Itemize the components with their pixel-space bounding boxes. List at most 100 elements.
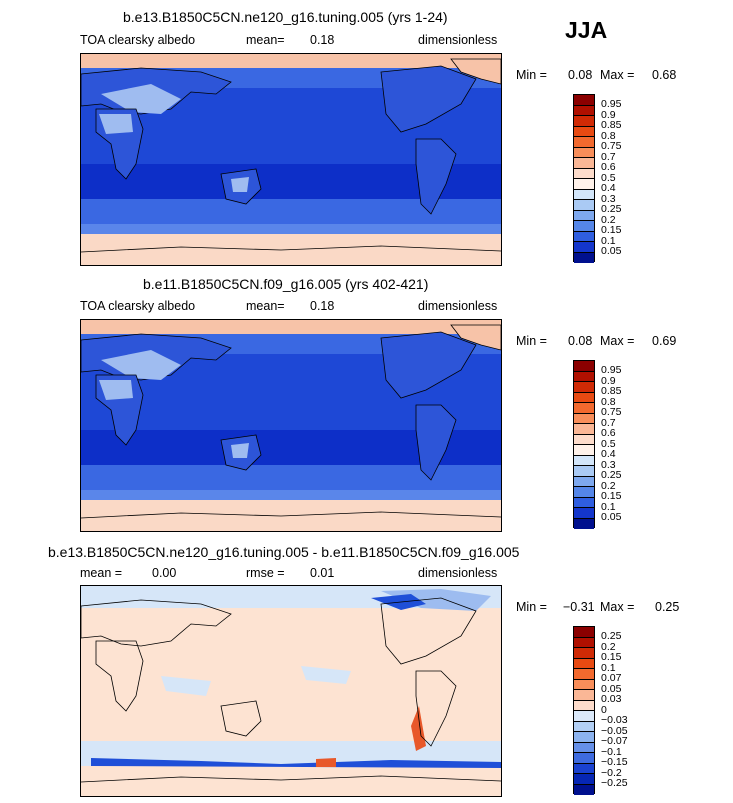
- colorbar-label: 0.8: [601, 129, 616, 142]
- colorbar-label: 0.85: [601, 119, 622, 131]
- panel-title: b.e11.B1850C5CN.f09_g16.005 (yrs 402-421…: [143, 276, 429, 292]
- mean-label: mean=: [246, 299, 285, 313]
- colorbar-label: 0.25: [601, 203, 622, 215]
- colorbar: [573, 94, 595, 263]
- colorbar-label: 0.1: [601, 234, 616, 247]
- colorbar-swatch: [574, 669, 594, 680]
- colorbar-swatch: [574, 627, 594, 638]
- units-label: dimensionless: [418, 566, 498, 580]
- colorbar-label: 0.6: [601, 427, 616, 439]
- difference-map: [80, 585, 502, 797]
- colorbar-swatch: [574, 210, 594, 221]
- colorbar-swatch: [574, 658, 594, 669]
- min-value: 0.08: [568, 334, 593, 348]
- colorbar-label: 0.15: [601, 224, 622, 236]
- colorbar-swatch: [574, 137, 594, 148]
- colorbar-label: 0.2: [601, 640, 616, 653]
- colorbar-swatch: [574, 690, 594, 701]
- colorbar-swatch: [574, 476, 594, 487]
- colorbar-swatch: [574, 105, 594, 116]
- colorbar-swatch: [574, 231, 594, 242]
- colorbar-swatch: [574, 679, 594, 690]
- colorbar-swatch: [574, 200, 594, 211]
- colorbar-label: 0.15: [601, 651, 622, 663]
- colorbar-label: 0.05: [601, 682, 622, 695]
- albedo-map: [80, 319, 502, 532]
- colorbar-swatch: [574, 434, 594, 445]
- colorbar-label: −0.2: [601, 766, 622, 779]
- colorbar-swatch: [574, 158, 594, 169]
- variable-label: TOA clearsky albedo: [80, 33, 196, 47]
- colorbar-swatch: [574, 126, 594, 137]
- colorbar-swatch: [574, 382, 594, 393]
- colorbar-swatch: [574, 732, 594, 743]
- colorbar-swatch: [574, 700, 594, 711]
- colorbar-label: 0.1: [601, 661, 616, 674]
- colorbar-label: −0.15: [601, 756, 628, 768]
- max-label: Max =: [600, 68, 635, 82]
- colorbar-swatch: [574, 466, 594, 477]
- colorbar-label: −0.07: [601, 735, 628, 747]
- colorbar-label: 0.85: [601, 385, 622, 397]
- panel-title: b.e13.B1850C5CN.ne120_g16.tuning.005 (yr…: [123, 9, 448, 25]
- colorbar-label: 0.05: [601, 511, 622, 523]
- colorbar-swatch: [574, 361, 594, 372]
- units-label: dimensionless: [418, 33, 498, 47]
- colorbar-label: 0.7: [601, 150, 616, 163]
- max-value: 0.68: [652, 68, 677, 82]
- colorbar-label: 0.2: [601, 479, 616, 492]
- min-label: Min =: [516, 68, 547, 82]
- mean-label: mean =: [80, 566, 123, 580]
- colorbar-label: 0.7: [601, 416, 616, 429]
- colorbar-swatch: [574, 392, 594, 403]
- colorbar: [573, 360, 595, 529]
- difference-map-graphic: [81, 586, 501, 796]
- colorbar-label: 0.25: [601, 469, 622, 481]
- min-value: 0.08: [568, 68, 593, 82]
- colorbar-swatch: [574, 424, 594, 435]
- mean-label: mean=: [246, 33, 285, 47]
- colorbar-label: 0.75: [601, 140, 622, 152]
- colorbar-label: 0.75: [601, 406, 622, 418]
- colorbar-swatch: [574, 774, 594, 785]
- variable-label: TOA clearsky albedo: [80, 299, 196, 313]
- colorbar-label: 0.3: [601, 192, 616, 205]
- colorbar-swatch: [574, 252, 594, 263]
- colorbar-swatch: [574, 189, 594, 200]
- colorbar-label: 0.3: [601, 458, 616, 471]
- colorbar-label: 0.2: [601, 213, 616, 226]
- albedo-map-graphic: [81, 54, 501, 265]
- panel-title: b.e13.B1850C5CN.ne120_g16.tuning.005 - b…: [48, 544, 520, 560]
- colorbar-label: 0.1: [601, 500, 616, 513]
- colorbar: [573, 626, 595, 795]
- colorbar-label: 0.4: [601, 448, 616, 460]
- colorbar-swatch: [574, 637, 594, 648]
- colorbar-swatch: [574, 147, 594, 158]
- colorbar-label: 0.4: [601, 182, 616, 194]
- colorbar-swatch: [574, 455, 594, 466]
- colorbar-label: 0.25: [601, 630, 622, 642]
- colorbar-swatch: [574, 95, 594, 106]
- colorbar-label: 0.9: [601, 108, 616, 121]
- colorbar-label: 0: [601, 703, 607, 716]
- units-label: dimensionless: [418, 299, 498, 313]
- colorbar-label: 0.8: [601, 395, 616, 408]
- colorbar-label: −0.05: [601, 724, 628, 737]
- max-value: 0.69: [652, 334, 677, 348]
- season-label: JJA: [565, 17, 608, 43]
- min-label: Min =: [516, 600, 547, 614]
- colorbar-label: −0.03: [601, 714, 628, 726]
- min-label: Min =: [516, 334, 547, 348]
- mean-value: 0.18: [310, 33, 335, 47]
- colorbar-swatch: [574, 497, 594, 508]
- colorbar-swatch: [574, 179, 594, 190]
- colorbar-label: 0.5: [601, 437, 616, 450]
- colorbar-label: 0.03: [601, 693, 622, 705]
- colorbar-label: 0.05: [601, 245, 622, 257]
- colorbar-swatch: [574, 371, 594, 382]
- colorbar-label: −0.25: [601, 777, 628, 789]
- colorbar-swatch: [574, 753, 594, 764]
- colorbar-swatch: [574, 445, 594, 456]
- rmse-label: rmse =: [246, 566, 285, 580]
- min-value: −0.31: [563, 600, 595, 614]
